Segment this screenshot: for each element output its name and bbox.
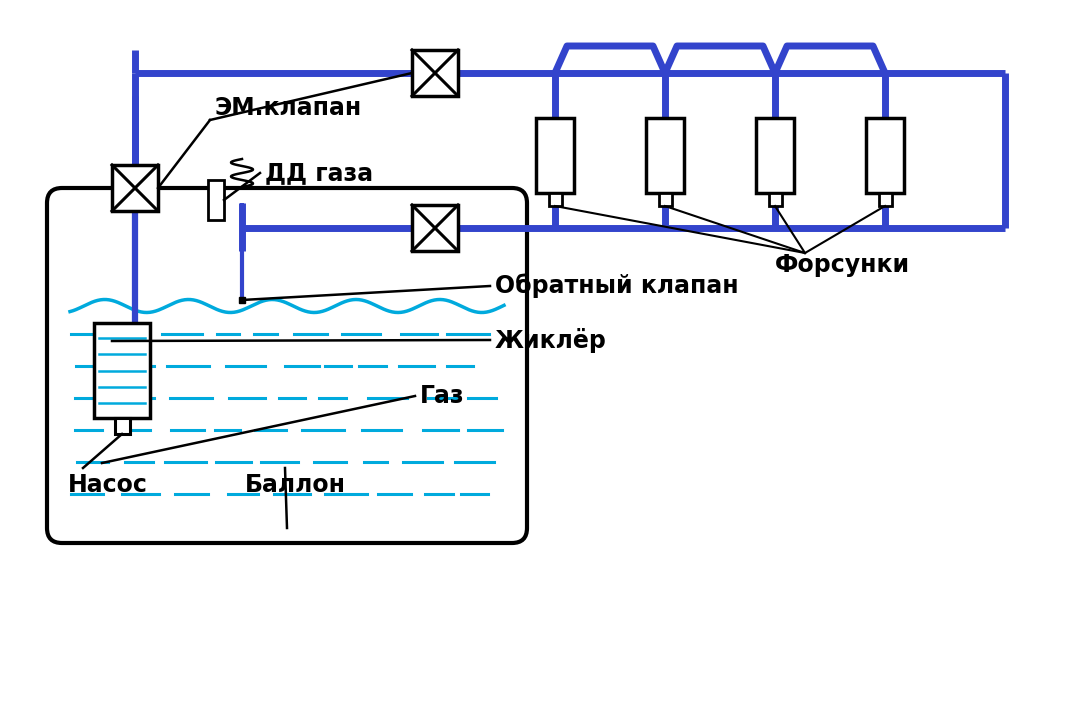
Bar <box>412 50 458 96</box>
Bar <box>646 118 684 193</box>
Bar <box>536 118 574 193</box>
Bar <box>658 193 672 206</box>
Text: Обратный клапан: Обратный клапан <box>495 274 739 298</box>
Text: ДД газа: ДД газа <box>265 161 373 185</box>
Bar <box>548 193 561 206</box>
Text: Газ: Газ <box>420 384 464 408</box>
Text: Форсунки: Форсунки <box>775 253 911 277</box>
Bar <box>112 165 158 211</box>
Bar <box>94 323 150 418</box>
Bar <box>115 418 130 434</box>
Text: Насос: Насос <box>68 473 148 497</box>
Text: ЭМ.клапан: ЭМ.клапан <box>215 96 362 120</box>
Bar <box>412 205 458 251</box>
Bar <box>208 180 224 220</box>
Bar <box>769 193 782 206</box>
Text: Жиклёр: Жиклёр <box>495 328 607 352</box>
Bar <box>866 118 904 193</box>
Bar <box>879 193 891 206</box>
Text: Баллон: Баллон <box>245 473 346 497</box>
Bar <box>756 118 794 193</box>
FancyBboxPatch shape <box>47 188 527 543</box>
